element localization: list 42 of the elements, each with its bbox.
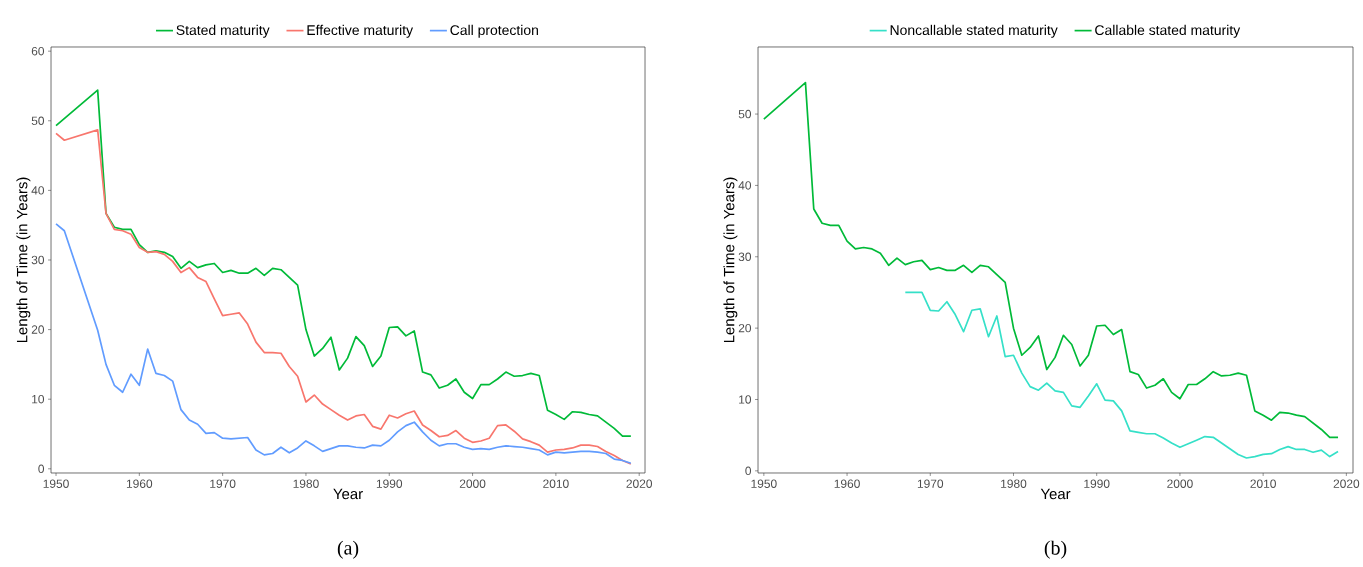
x-tick-label: 1950 (43, 479, 69, 488)
y-tick-label: 20 (738, 323, 752, 333)
x-tick-label: 1990 (376, 479, 403, 488)
y-tick-label: 20 (31, 325, 45, 334)
y-tick-label: 50 (738, 109, 752, 119)
y-axis-title: Length of Time (in Years) (16, 177, 31, 343)
y-axis-title: Length of Time (in Years) (723, 177, 738, 343)
y-tick-label: 0 (38, 464, 45, 474)
x-tick-label: 1980 (1001, 479, 1027, 488)
line-series (55, 128, 632, 465)
x-tick-label: 2000 (1167, 479, 1193, 488)
y-tick-label: 60 (31, 46, 45, 56)
x-tick-label: 2010 (1250, 479, 1276, 488)
x-tick-label: 1970 (210, 479, 236, 488)
x-axis-title: Year (1040, 488, 1071, 500)
y-tick-label: 50 (31, 116, 45, 125)
legend-label: Effective maturity (307, 24, 414, 38)
y-tick-label: 10 (32, 394, 45, 404)
y-tick-label: 0 (745, 466, 752, 476)
legend-label: Stated maturity (176, 24, 270, 38)
y-tick-label: 40 (738, 181, 752, 190)
line-series (55, 89, 632, 437)
y-tick-label: 10 (739, 395, 752, 404)
y-tick-label: 30 (31, 255, 45, 265)
x-tick-label: 1960 (834, 479, 860, 488)
x-tick-label: 2020 (1333, 479, 1360, 488)
x-tick-label: 1990 (1084, 479, 1110, 488)
legend-label: Call protection (450, 24, 538, 38)
y-tick-label: 40 (31, 186, 45, 195)
x-tick-label: 1980 (293, 479, 319, 488)
x-tick-label: 2010 (543, 479, 569, 488)
x-tick-label: 2000 (459, 479, 486, 488)
x-tick-label: 1970 (917, 479, 944, 488)
legend-label: Callable stated maturity (1095, 24, 1241, 38)
text: (b) (1044, 540, 1067, 559)
x-tick-label: 2020 (626, 479, 653, 488)
legend-label: Noncallable stated maturity (890, 24, 1058, 38)
x-axis-title: Year (333, 488, 363, 500)
x-tick-label: 1960 (126, 479, 153, 488)
y-tick-label: 30 (738, 252, 752, 261)
text: (a) (337, 540, 359, 559)
x-tick-label: 1950 (751, 479, 777, 488)
